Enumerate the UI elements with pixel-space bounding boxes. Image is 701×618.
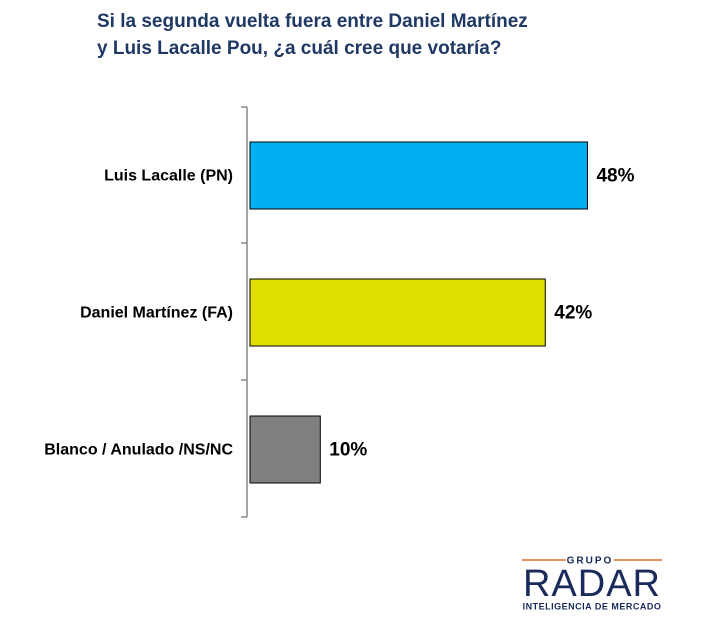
logo-name: RADAR (523, 563, 661, 605)
bar (249, 278, 546, 347)
logo-tagline: INTELIGENCIA DE MERCADO (523, 601, 662, 611)
value-label: 10% (329, 440, 367, 461)
category-label: Daniel Martínez (FA) (80, 305, 233, 322)
value-label: 48% (596, 166, 634, 187)
value-label: 42% (554, 303, 592, 324)
category-label: Luis Lacalle (PN) (104, 168, 233, 185)
logo-top: GRUPO (567, 556, 614, 567)
chart-title: Si la segunda vuelta fuera entre Daniel … (97, 11, 528, 59)
category-label: Blanco / Anulado /NS/NC (44, 442, 233, 459)
bar (249, 415, 321, 484)
bar (249, 141, 588, 210)
